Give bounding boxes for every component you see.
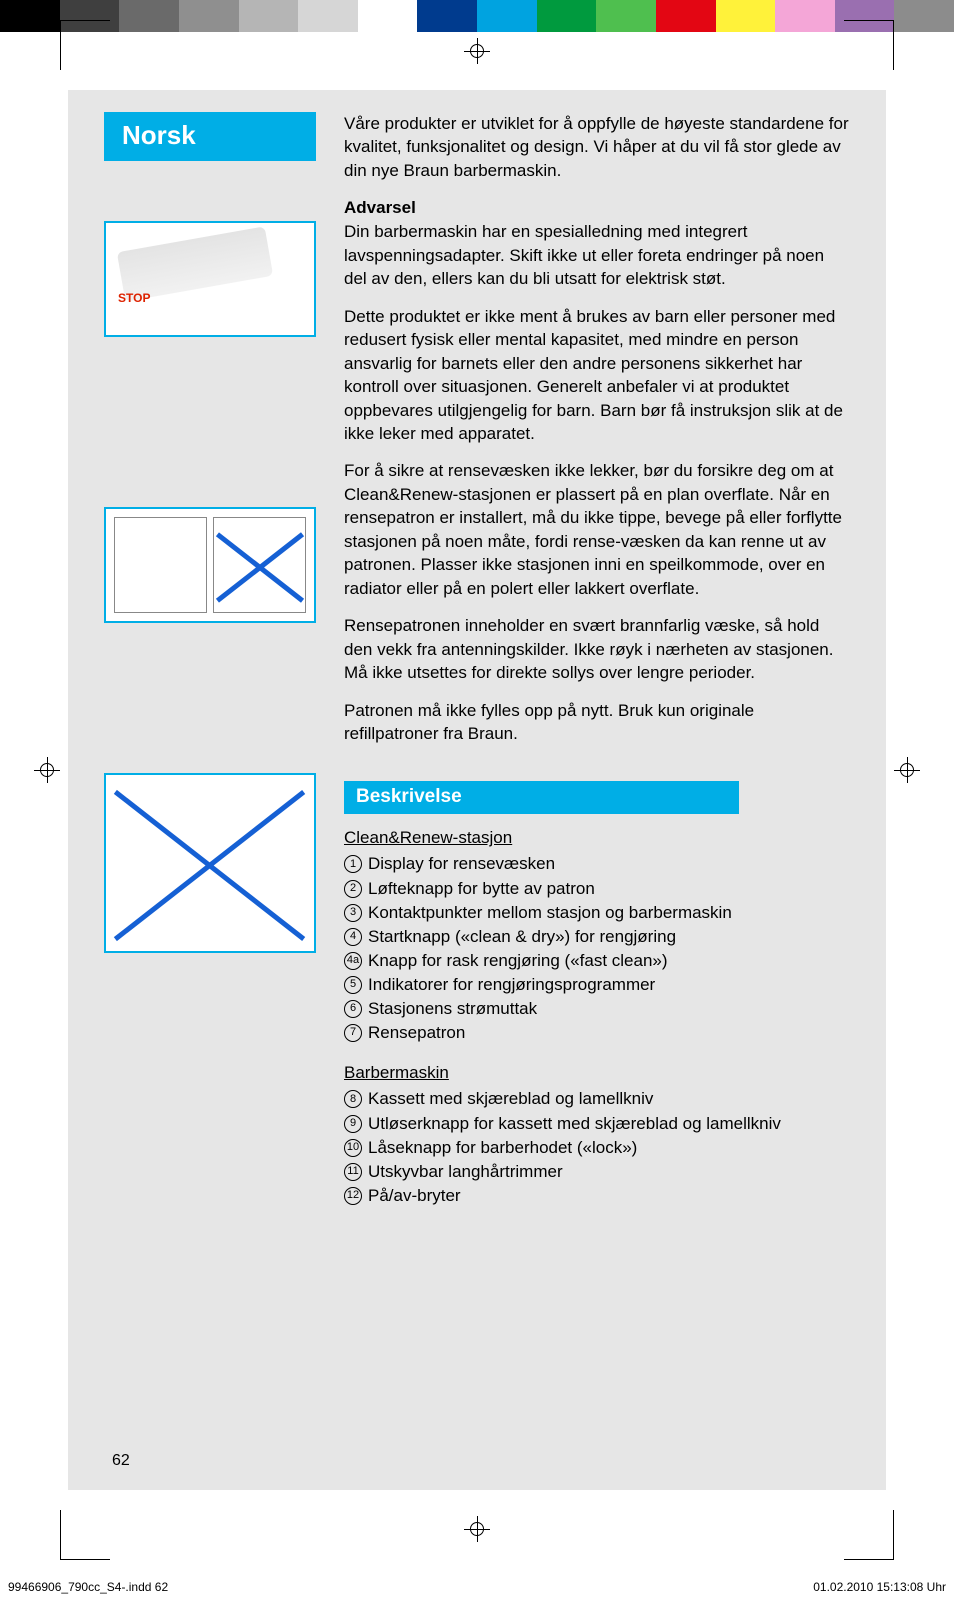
item-text: Knapp for rask rengjøring («fast clean»)	[368, 949, 668, 973]
item-text: Utskyvbar langhårtrimmer	[368, 1160, 563, 1184]
color-calibration-bar	[0, 0, 954, 32]
print-marks-bottom	[0, 1490, 954, 1580]
item-number-icon: 4	[344, 928, 362, 946]
list-item: 10 Låseknapp for barberhodet («lock»)	[344, 1136, 850, 1160]
list-item: 9 Utløserknapp for kassett med skjæreblad…	[344, 1112, 850, 1136]
item-number-icon: 6	[344, 1000, 362, 1018]
color-swatch	[0, 0, 60, 32]
item-text: Stasjonens strømuttak	[368, 997, 537, 1021]
item-number-icon: 4a	[344, 952, 362, 970]
item-number-icon: 3	[344, 904, 362, 922]
list-item: 2 Løfteknapp for bytte av patron	[344, 877, 850, 901]
color-swatch	[179, 0, 239, 32]
color-swatch	[239, 0, 299, 32]
crop-mark-icon	[844, 20, 894, 70]
parts-list-station: 1 Display for rensevæsken 2 Løfteknapp for …	[344, 852, 850, 1045]
item-number-icon: 8	[344, 1090, 362, 1108]
intro-paragraph: Våre produkter er utviklet for å oppfyll…	[344, 112, 850, 182]
section-heading: Beskrivelse	[344, 781, 739, 814]
list-item: 3 Kontaktpunkter mellom stasjon og barber…	[344, 901, 850, 925]
color-swatch	[119, 0, 179, 32]
list-item: 11 Utskyvbar langhårtrimmer	[344, 1160, 850, 1184]
list-item: 8 Kassett med skjæreblad og lamellkniv	[344, 1087, 850, 1111]
color-swatch	[358, 0, 418, 32]
color-swatch	[656, 0, 716, 32]
item-text: Løfteknapp for bytte av patron	[368, 877, 595, 901]
stop-label: STOP	[118, 291, 150, 305]
list-item: 4a Knapp for rask rengjøring («fast clean…	[344, 949, 850, 973]
item-text: Indikatorer for rengjøringsprogrammer	[368, 973, 655, 997]
warning-heading: Advarsel	[344, 198, 850, 218]
paragraph: Rensepatronen inneholder en svært brannf…	[344, 614, 850, 684]
list-item: 12 På/av-bryter	[344, 1184, 850, 1208]
list-item: 7 Rensepatron	[344, 1021, 850, 1045]
list-item: 6 Stasjonens strømuttak	[344, 997, 850, 1021]
crop-mark-icon	[844, 1510, 894, 1560]
footer-filename: 99466906_790cc_S4-.indd 62	[8, 1580, 168, 1594]
list-item: 1 Display for rensevæsken	[344, 852, 850, 876]
registration-mark-icon	[464, 1516, 490, 1542]
cross-icon	[218, 522, 301, 608]
page-number: 62	[112, 1452, 130, 1470]
item-text: Kontaktpunkter mellom stasjon og barberm…	[368, 901, 732, 925]
item-text: Utløserknapp for kassett med skjæreblad …	[368, 1112, 781, 1136]
item-number-icon: 7	[344, 1024, 362, 1042]
item-number-icon: 1	[344, 855, 362, 873]
color-swatch	[596, 0, 656, 32]
crop-mark-icon	[60, 20, 110, 70]
registration-mark-icon	[894, 757, 920, 783]
item-text: Display for rensevæsken	[368, 852, 555, 876]
paragraph: Patronen må ikke fylles opp på nytt. Bru…	[344, 699, 850, 746]
item-number-icon: 12	[344, 1187, 362, 1205]
diagram-power-cord: STOP	[104, 221, 316, 337]
item-text: Låseknapp for barberhodet («lock»)	[368, 1136, 637, 1160]
crop-mark-icon	[60, 1510, 110, 1560]
item-number-icon: 11	[344, 1163, 362, 1181]
color-swatch	[894, 0, 954, 32]
item-number-icon: 10	[344, 1139, 362, 1157]
paragraph: For å sikre at rensevæsken ikke lekker, …	[344, 459, 850, 600]
item-number-icon: 2	[344, 880, 362, 898]
color-swatch	[537, 0, 597, 32]
language-badge: Norsk	[104, 112, 316, 161]
color-swatch	[716, 0, 776, 32]
list-item: 5 Indikatorer for rengjøringsprogrammer	[344, 973, 850, 997]
subsection-heading: Clean&Renew-stasjon	[344, 828, 850, 848]
color-swatch	[417, 0, 477, 32]
item-number-icon: 5	[344, 976, 362, 994]
registration-mark-icon	[34, 757, 60, 783]
color-swatch	[775, 0, 835, 32]
manual-page: Norsk STOP Våre produkter er utviklet fo…	[68, 90, 886, 1490]
item-text: På/av-bryter	[368, 1184, 461, 1208]
footer-timestamp: 01.02.2010 15:13:08 Uhr	[813, 1580, 946, 1594]
paragraph: Dette produktet er ikke ment å brukes av…	[344, 305, 850, 446]
color-swatch	[477, 0, 537, 32]
parts-list-shaver: 8 Kassett med skjæreblad og lamellkniv 9 Ut…	[344, 1087, 850, 1208]
diagram-no-sunlight	[104, 773, 316, 953]
left-column: Norsk STOP	[104, 112, 316, 1226]
item-text: Kassett med skjæreblad og lamellkniv	[368, 1087, 653, 1111]
body-text-column: Våre produkter er utviklet for å oppfyll…	[344, 112, 850, 1226]
item-text: Rensepatron	[368, 1021, 465, 1045]
registration-mark-icon	[464, 38, 490, 64]
print-footer: 99466906_790cc_S4-.indd 62 01.02.2010 15…	[0, 1580, 954, 1602]
color-swatch	[298, 0, 358, 32]
subsection-heading: Barbermaskin	[344, 1063, 850, 1083]
list-item: 4 Startknapp («clean & dry») for rengjøri…	[344, 925, 850, 949]
paragraph: Din barbermaskin har en spesialledning m…	[344, 220, 850, 290]
cross-icon	[118, 787, 302, 939]
diagram-flat-surface	[104, 507, 316, 623]
item-number-icon: 9	[344, 1115, 362, 1133]
print-marks-top	[0, 0, 954, 90]
item-text: Startknapp («clean & dry») for rengjørin…	[368, 925, 676, 949]
